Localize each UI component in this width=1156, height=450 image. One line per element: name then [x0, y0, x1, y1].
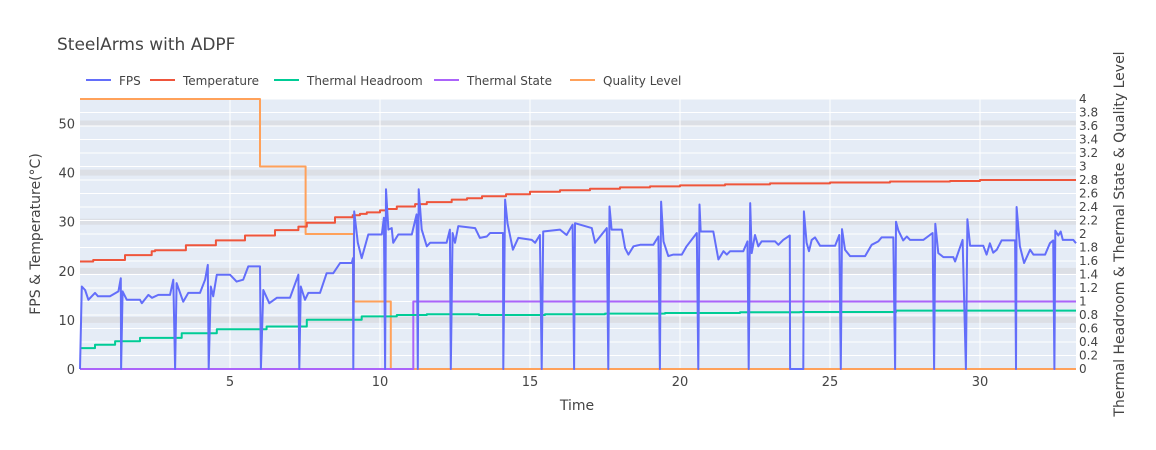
y-tick-right: 0.2 — [1079, 349, 1098, 363]
legend-label: FPS — [119, 74, 141, 88]
legend-label: Thermal Headroom — [306, 74, 423, 88]
y-tick-left: 30 — [58, 216, 75, 231]
y-tick-left: 10 — [58, 314, 75, 329]
legend-label: Thermal State — [466, 74, 552, 88]
y-tick-right: 0.8 — [1079, 308, 1098, 322]
x-tick: 25 — [822, 375, 839, 390]
y-tick-right: 0.6 — [1079, 322, 1098, 336]
x-tick: 10 — [372, 375, 389, 390]
series-line-quality-level — [80, 98, 1076, 370]
y-tick-right: 1.6 — [1079, 254, 1098, 268]
y-tick-left: 40 — [58, 167, 75, 182]
y-tick-right: 2.4 — [1079, 200, 1098, 214]
series-line-thermal-headroom — [80, 309, 1076, 350]
y-tick-right: 3.8 — [1079, 106, 1098, 120]
y-tick-left: 50 — [58, 118, 75, 133]
y-tick-right: 3.2 — [1079, 146, 1098, 160]
y-tick-right: 2 — [1079, 227, 1087, 241]
y-tick-right: 3 — [1079, 160, 1087, 174]
y-tick-left: 0 — [67, 363, 75, 378]
y-tick-right: 1.8 — [1079, 241, 1098, 255]
y-tick-right: 3.4 — [1079, 133, 1098, 147]
series-line-fps — [79, 188, 1077, 370]
series-line-temperature — [80, 179, 1076, 263]
tick-labels: 0102030405000.20.40.60.811.21.41.61.822.… — [58, 92, 1098, 390]
y-axis-left-label: FPS & Temperature(°C) — [28, 153, 44, 315]
y-tick-right: 3.6 — [1079, 119, 1098, 133]
legend-label: Quality Level — [603, 74, 681, 88]
x-tick: 20 — [672, 375, 689, 390]
chart-title: SteelArms with ADPF — [57, 35, 235, 55]
legend-item-quality-level[interactable]: Quality Level — [570, 74, 681, 88]
y-tick-right: 0.4 — [1079, 335, 1098, 349]
y-tick-right: 1.2 — [1079, 281, 1098, 295]
y-tick-right: 2.8 — [1079, 173, 1098, 187]
legend[interactable]: FPS Temperature Thermal Headroom Thermal St… — [86, 74, 681, 88]
x-tick: 5 — [226, 375, 234, 390]
legend-item-thermal-state[interactable]: Thermal State — [434, 74, 552, 88]
x-tick: 15 — [522, 375, 539, 390]
series-line-thermal-state — [80, 300, 1076, 370]
x-tick: 30 — [972, 375, 989, 390]
x-axis-label: Time — [559, 398, 594, 414]
traces — [79, 98, 1077, 370]
legend-label: Temperature — [182, 74, 259, 88]
y-tick-right: 2.6 — [1079, 187, 1098, 201]
y-tick-right: 0 — [1079, 362, 1087, 376]
legend-item-temperature[interactable]: Temperature — [150, 74, 259, 88]
y-axis-right-label: Thermal Headroom & Thermal State & Quali… — [1112, 51, 1128, 417]
legend-item-fps[interactable]: FPS — [86, 74, 141, 88]
y-tick-right: 2.2 — [1079, 214, 1098, 228]
y-tick-right: 1 — [1079, 295, 1087, 309]
y-tick-right: 4 — [1079, 92, 1087, 106]
legend-item-thermal-headroom[interactable]: Thermal Headroom — [274, 74, 423, 88]
y-tick-left: 20 — [58, 265, 75, 280]
gridlines — [80, 98, 1076, 369]
y-tick-right: 1.4 — [1079, 268, 1098, 282]
